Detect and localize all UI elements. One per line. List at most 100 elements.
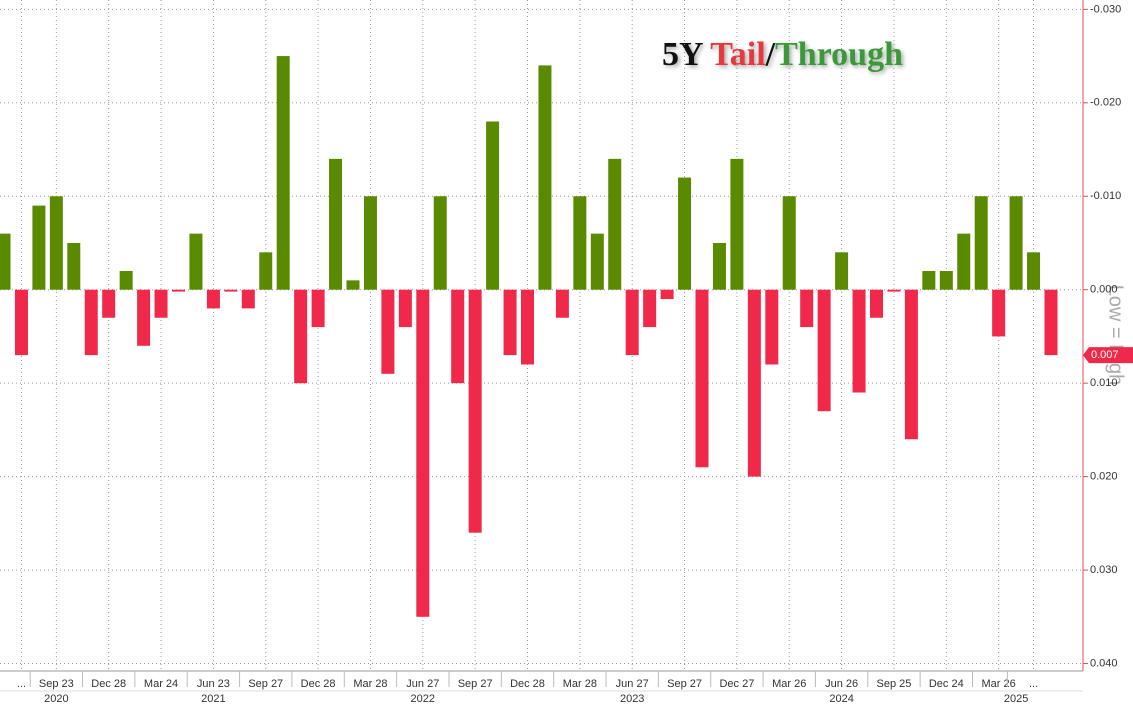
x-tick-label: Mar 28 bbox=[353, 678, 387, 690]
y-tick-label: -0.020 bbox=[1090, 97, 1121, 109]
x-tick-label: Jun 27 bbox=[616, 678, 649, 690]
bar bbox=[416, 289, 430, 617]
bar bbox=[172, 289, 185, 292]
bar bbox=[329, 158, 343, 290]
x-tick-label: Sep 25 bbox=[877, 678, 912, 690]
bar bbox=[1027, 252, 1041, 290]
title-part: 5Y bbox=[662, 36, 710, 73]
x-group-label: 2022 bbox=[411, 693, 435, 705]
bar bbox=[14, 289, 28, 356]
y-tick-label: -0.030 bbox=[1090, 3, 1121, 15]
bar bbox=[119, 271, 133, 290]
title-part: Through bbox=[775, 36, 903, 73]
x-group-label: 2021 bbox=[201, 693, 225, 705]
bar bbox=[957, 233, 971, 290]
bar bbox=[573, 196, 587, 290]
y-tick-label: 0.020 bbox=[1090, 471, 1118, 483]
bar bbox=[294, 289, 308, 384]
y-tick-label: -0.010 bbox=[1090, 190, 1121, 202]
bar bbox=[1044, 289, 1058, 356]
bar bbox=[695, 289, 709, 468]
title-part: Tail bbox=[710, 36, 765, 73]
bar bbox=[835, 252, 849, 290]
bar bbox=[817, 289, 831, 412]
y-tick-label: 0.010 bbox=[1090, 377, 1118, 389]
title-part: / bbox=[765, 36, 776, 73]
bar bbox=[189, 233, 203, 290]
bar bbox=[154, 289, 168, 318]
x-tick-label: Mar 28 bbox=[563, 678, 597, 690]
y-axis-label: Low = High bbox=[1105, 285, 1127, 386]
x-tick-label: Dec 28 bbox=[91, 678, 126, 690]
x-group-label: 2025 bbox=[1004, 693, 1028, 705]
bar bbox=[503, 289, 517, 356]
bar bbox=[276, 56, 290, 290]
bar bbox=[346, 280, 360, 290]
x-tick-label: Dec 24 bbox=[929, 678, 964, 690]
bar bbox=[381, 289, 395, 374]
bar bbox=[870, 289, 883, 318]
bar bbox=[643, 289, 657, 328]
bar bbox=[538, 65, 552, 290]
x-group-label: 2023 bbox=[620, 693, 644, 705]
bar bbox=[712, 242, 726, 290]
last-value-badge bbox=[1083, 347, 1133, 364]
bar bbox=[974, 196, 988, 290]
bar bbox=[555, 289, 569, 318]
x-tick-label: Dec 28 bbox=[510, 678, 545, 690]
x-group-label: 2024 bbox=[829, 693, 853, 705]
bar bbox=[259, 252, 273, 290]
last-value-label: 0.007 bbox=[1091, 349, 1119, 361]
bar bbox=[852, 289, 866, 393]
x-tick-label: Dec 27 bbox=[719, 678, 754, 690]
chart-title: 5Y Tail/Through bbox=[662, 36, 903, 73]
bar bbox=[765, 289, 779, 365]
x-tick-label: Jun 27 bbox=[406, 678, 439, 690]
bar bbox=[49, 196, 63, 290]
bar bbox=[468, 289, 482, 533]
bar bbox=[363, 196, 377, 290]
bar bbox=[311, 289, 325, 328]
x-tick-label: Jun 23 bbox=[197, 678, 230, 690]
bar bbox=[0, 233, 11, 290]
bar bbox=[660, 289, 674, 300]
x-tick-label: Sep 27 bbox=[248, 678, 283, 690]
bar bbox=[608, 158, 622, 290]
bar bbox=[67, 242, 81, 290]
bar bbox=[206, 289, 220, 309]
bar bbox=[224, 289, 238, 292]
x-tick-label: Mar 26 bbox=[772, 678, 806, 690]
x-tick-label: ... bbox=[17, 678, 26, 690]
bar bbox=[747, 289, 761, 477]
bar bbox=[730, 158, 744, 290]
bar bbox=[887, 289, 901, 292]
y-tick-label: 0.000 bbox=[1090, 284, 1118, 296]
bar bbox=[32, 205, 46, 290]
x-tick-label: Mar 26 bbox=[982, 678, 1016, 690]
bar bbox=[433, 196, 447, 290]
bar bbox=[800, 289, 814, 328]
x-group-label: 2020 bbox=[44, 693, 68, 705]
bar bbox=[590, 233, 604, 290]
bar bbox=[678, 177, 692, 290]
bar bbox=[241, 289, 255, 309]
bar bbox=[486, 121, 500, 290]
bar bbox=[84, 289, 98, 356]
x-tick-label: Jun 26 bbox=[825, 678, 858, 690]
bar bbox=[782, 196, 796, 290]
bar bbox=[904, 289, 918, 440]
bar bbox=[922, 271, 936, 290]
y-tick-label: 0.040 bbox=[1090, 657, 1118, 669]
bar bbox=[398, 289, 412, 328]
x-tick-label: Sep 23 bbox=[39, 678, 74, 690]
bar bbox=[625, 289, 639, 356]
x-tick-label: ... bbox=[1029, 678, 1038, 690]
y-tick-label: 0.030 bbox=[1090, 564, 1118, 576]
bar bbox=[137, 289, 151, 346]
x-tick-label: Sep 27 bbox=[667, 678, 702, 690]
x-tick-label: Dec 28 bbox=[301, 678, 336, 690]
x-tick-label: Sep 27 bbox=[458, 678, 493, 690]
bar bbox=[521, 289, 534, 365]
bar bbox=[939, 271, 953, 290]
